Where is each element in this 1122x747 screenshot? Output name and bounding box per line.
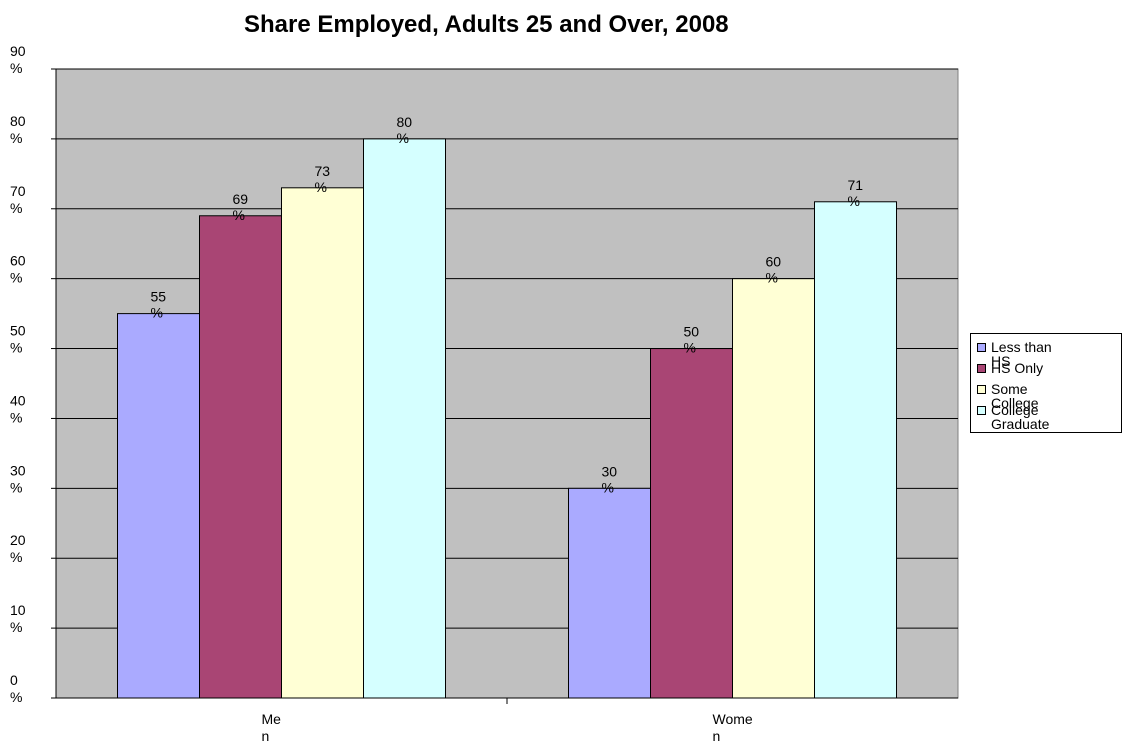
legend-label: HS Only <box>991 360 1044 376</box>
data-label: 71% <box>848 177 864 209</box>
data-label: 73% <box>315 163 331 195</box>
y-tick-label: 90% <box>10 43 26 76</box>
legend: Less than HS HS Only Some College College G… <box>970 333 1122 433</box>
bar-0-0 <box>117 313 200 699</box>
bar-1-1 <box>650 348 733 699</box>
y-tick-label: 40% <box>10 392 26 425</box>
x-category-label: Wome n <box>713 711 753 744</box>
y-tick-label: 50% <box>10 323 26 356</box>
legend-swatch <box>977 364 986 373</box>
y-tick-label: 20% <box>10 532 26 565</box>
y-tick-label: 70% <box>10 183 26 216</box>
y-tick-label: 80% <box>10 113 26 146</box>
legend-swatch <box>977 406 986 415</box>
chart-title: Share Employed, Adults 25 and Over, 2008 <box>244 11 729 38</box>
bar-1-3 <box>814 201 897 699</box>
y-tick-label: 10% <box>10 602 26 635</box>
y-tick-label: 60% <box>10 253 26 286</box>
data-label: 30% <box>602 463 618 495</box>
legend-label: College Graduate <box>991 402 1050 432</box>
bar-0-3 <box>363 138 446 699</box>
data-label: 55% <box>151 289 167 321</box>
data-label: 69% <box>233 191 249 223</box>
legend-swatch <box>977 343 986 352</box>
x-category-label: Me n <box>262 711 282 744</box>
bar-0-1 <box>199 215 282 699</box>
y-tick-label: 30% <box>10 462 26 495</box>
data-label: 80% <box>397 114 413 146</box>
y-tick-label: 0% <box>10 672 22 705</box>
bar-0-2 <box>281 187 364 699</box>
bar-1-0 <box>568 487 651 699</box>
legend-label: Some College <box>991 381 1039 411</box>
bar-1-2 <box>732 278 815 699</box>
legend-swatch <box>977 385 986 394</box>
legend-label: Less than HS <box>991 339 1052 369</box>
data-label: 50% <box>684 324 700 356</box>
data-label: 60% <box>766 254 782 286</box>
